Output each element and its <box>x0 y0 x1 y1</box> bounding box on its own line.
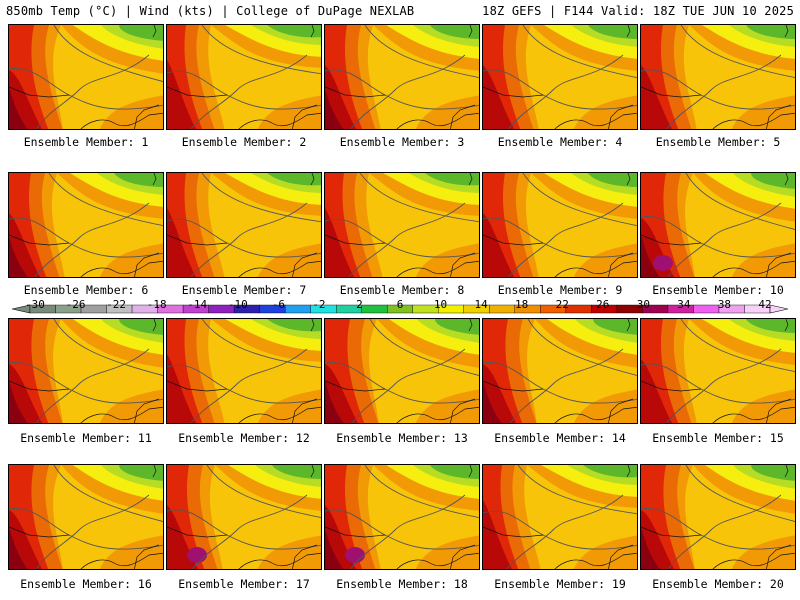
colorbar-tick-label: 38 <box>717 298 732 311</box>
map-title: 850mb Temp (°C) | Wind (kts) | College o… <box>6 4 415 18</box>
colorbar-tick-label: -6 <box>271 298 285 311</box>
ensemble-member-label: Ensemble Member: 19 <box>494 577 626 591</box>
run-valid-time: 18Z GEFS | F144 Valid: 18Z TUE JUN 10 20… <box>482 4 794 18</box>
ensemble-member-label: Ensemble Member: 8 <box>339 283 465 297</box>
colorbar-tick-label: -22 <box>106 298 127 311</box>
ensemble-member-label: Ensemble Member: 4 <box>497 135 623 149</box>
colorbar-tick-label: 26 <box>596 298 610 311</box>
colorbar-tick-label: 10 <box>433 298 448 311</box>
ensemble-member-label: Ensemble Member: 10 <box>652 283 784 297</box>
colorbar-tick-label: 2 <box>356 298 363 311</box>
temperature-map <box>325 319 479 423</box>
colorbar-tick-label: 22 <box>555 298 569 311</box>
colorbar-tick-label: 14 <box>474 298 488 311</box>
ensemble-member-label: Ensemble Member: 3 <box>339 135 465 149</box>
colorbar-tick-label: 6 <box>396 298 404 311</box>
temperature-map <box>325 25 479 129</box>
ensemble-panel <box>482 172 638 278</box>
colorbar-tick-label: -14 <box>187 298 208 311</box>
ensemble-panel <box>166 318 322 424</box>
temperature-map <box>167 319 321 423</box>
ensemble-member-label: Ensemble Member: 20 <box>652 577 784 591</box>
temperature-map <box>9 173 163 277</box>
ensemble-member-label: Ensemble Member: 12 <box>178 431 310 445</box>
temperature-map <box>9 465 163 569</box>
ensemble-member-label: Ensemble Member: 1 <box>23 135 149 149</box>
ensemble-panel <box>640 318 796 424</box>
temperature-map <box>9 25 163 129</box>
temperature-map <box>325 465 479 569</box>
ensemble-panel <box>640 464 796 570</box>
temperature-map <box>325 173 479 277</box>
ensemble-member-label: Ensemble Member: 14 <box>494 431 626 445</box>
ensemble-member-label: Ensemble Member: 9 <box>497 283 623 297</box>
ensemble-panel <box>8 172 164 278</box>
colorbar-tick-label: -26 <box>65 298 86 311</box>
ensemble-panel <box>166 172 322 278</box>
ensemble-member-label: Ensemble Member: 18 <box>336 577 468 591</box>
ensemble-member-label: Ensemble Member: 6 <box>23 283 149 297</box>
temperature-map <box>167 465 321 569</box>
temperature-map <box>483 25 637 129</box>
ensemble-panel <box>324 464 480 570</box>
temperature-map <box>483 173 637 277</box>
ensemble-panel <box>324 318 480 424</box>
ensemble-panel <box>640 24 796 130</box>
ensemble-panel <box>166 464 322 570</box>
ensemble-panel <box>166 24 322 130</box>
ensemble-panel <box>640 172 796 278</box>
colorbar-tick-label: -30 <box>25 298 45 311</box>
temperature-map <box>641 319 795 423</box>
temperature-map <box>483 465 637 569</box>
ensemble-panel <box>482 318 638 424</box>
temperature-map <box>9 319 163 423</box>
ensemble-member-label: Ensemble Member: 2 <box>181 135 307 149</box>
colorbar-tick-label: 30 <box>636 298 650 311</box>
ensemble-panel <box>8 464 164 570</box>
ensemble-member-label: Ensemble Member: 5 <box>655 135 781 149</box>
colorbar-tick-label: 18 <box>515 298 529 311</box>
ensemble-panel <box>482 24 638 130</box>
ensemble-member-label: Ensemble Member: 15 <box>652 431 784 445</box>
colorbar-tick-label: -2 <box>312 298 326 311</box>
ensemble-member-label: Ensemble Member: 13 <box>336 431 468 445</box>
ensemble-panel <box>324 24 480 130</box>
temperature-map <box>483 319 637 423</box>
temperature-map <box>641 25 795 129</box>
colorbar-tick-label: -10 <box>227 298 248 311</box>
ensemble-panel <box>324 172 480 278</box>
ensemble-member-label: Ensemble Member: 16 <box>20 577 152 591</box>
temperature-map <box>641 173 795 277</box>
temperature-map <box>167 173 321 277</box>
ensemble-member-label: Ensemble Member: 7 <box>181 283 307 297</box>
colorbar-tick-label: 34 <box>677 298 691 311</box>
temperature-map <box>167 25 321 129</box>
ensemble-panel <box>482 464 638 570</box>
ensemble-panel <box>8 24 164 130</box>
ensemble-panel <box>8 318 164 424</box>
temperature-map <box>641 465 795 569</box>
temperature-colorbar <box>11 304 789 314</box>
colorbar-tick-label: 42 <box>758 298 772 311</box>
colorbar-tick-label: -18 <box>146 298 167 311</box>
ensemble-member-label: Ensemble Member: 17 <box>178 577 310 591</box>
ensemble-member-label: Ensemble Member: 11 <box>20 431 152 445</box>
